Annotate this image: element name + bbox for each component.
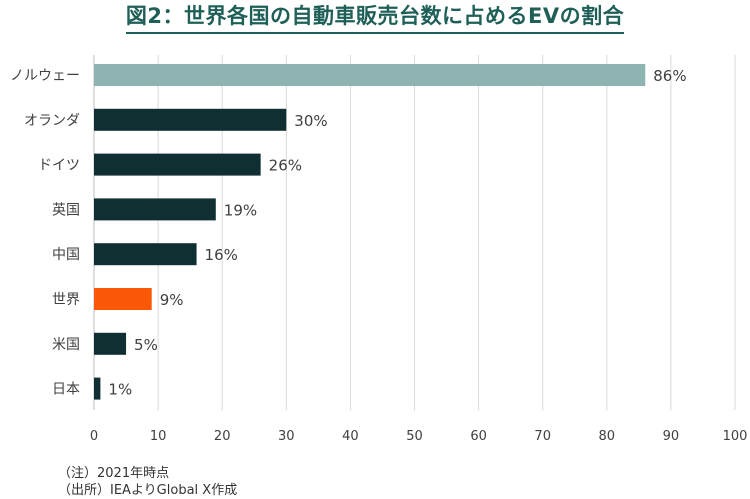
x-tick-label: 50 [406,429,423,444]
data-label: 19% [224,201,257,219]
category-label: ドイツ [38,158,80,174]
note-line: （注）2021年時点 [58,466,170,481]
data-label: 1% [108,381,132,399]
data-label: 5% [134,336,158,354]
category-label: 中国 [52,247,80,263]
x-tick-label: 20 [214,429,231,444]
category-label: 米国 [52,337,80,353]
chart-title: 図2：世界各国の自動車販売台数に占めるEVの割合 [0,2,750,34]
data-label: 9% [160,291,184,309]
category-label: オランダ [24,113,80,129]
x-tick-label: 30 [278,429,295,444]
data-label: 30% [294,112,327,130]
x-tick-label: 60 [470,429,487,444]
x-tick-label: 10 [150,429,167,444]
bar [94,332,127,355]
bar [94,153,261,176]
bar [94,64,646,86]
bar [94,243,197,266]
bar [94,108,287,131]
x-tick-label: 80 [599,429,616,444]
x-tick-label: 40 [342,429,359,444]
bar [94,377,101,400]
category-label: 英国 [52,201,80,218]
data-label: 16% [205,246,238,264]
source-line: （出所）IEAよりGlobal X作成 [58,483,238,498]
bar [94,288,152,310]
x-tick-label: 100 [723,429,748,444]
x-tick-label: 70 [534,429,551,444]
category-label: 日本 [52,382,80,398]
x-tick-label: 0 [90,429,98,444]
category-label: ノルウェー [10,68,80,84]
data-label: 26% [269,157,302,175]
chart-title-text: 図2：世界各国の自動車販売台数に占めるEVの割合 [125,2,625,34]
bar [94,198,216,221]
category-label: 世界 [52,292,80,308]
data-label: 86% [653,67,686,85]
x-tick-label: 90 [663,429,680,444]
